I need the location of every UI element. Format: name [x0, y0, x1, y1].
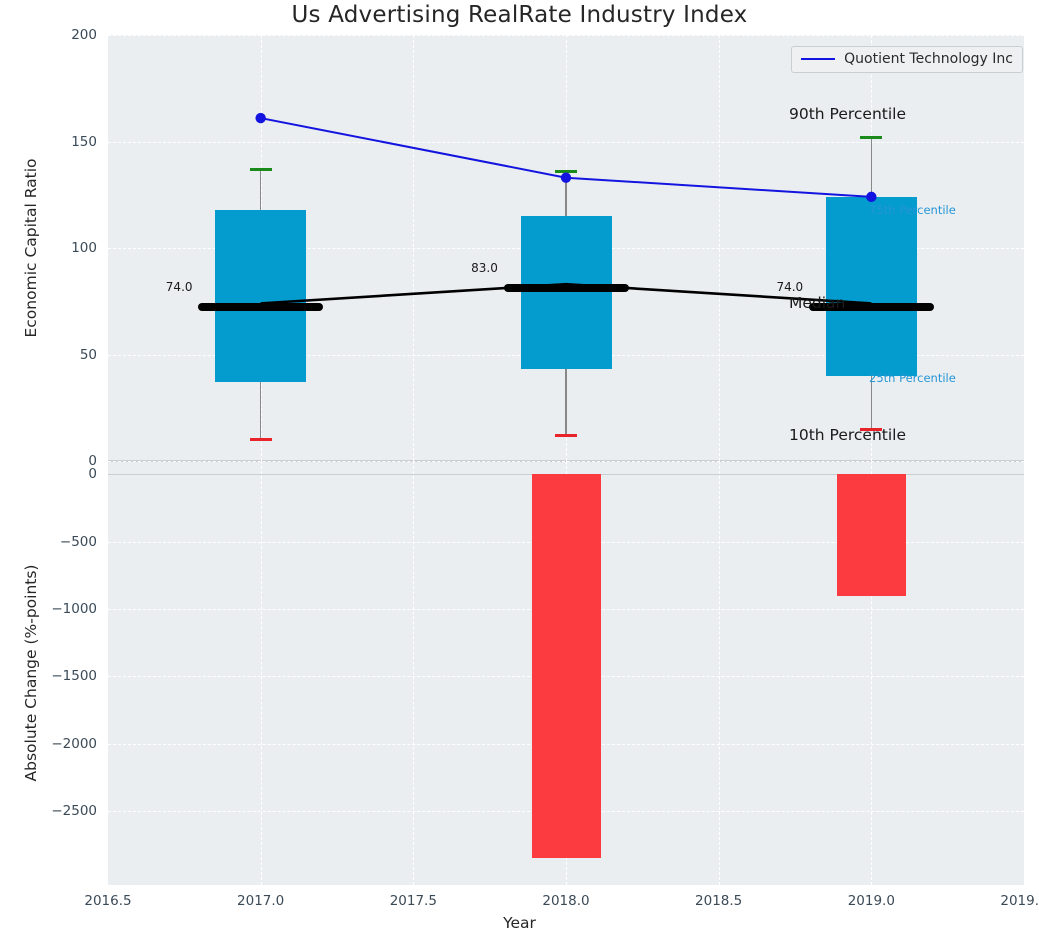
y-tick-label: −2500 — [51, 802, 97, 819]
box-iqr — [825, 196, 917, 376]
y-tick-label: 0 — [88, 453, 97, 469]
change-bar — [836, 474, 906, 597]
legend-line-swatch — [801, 58, 836, 60]
legend-label: Quotient Technology Inc — [844, 51, 1013, 67]
gridline-vertical — [413, 35, 415, 461]
whisker-cap-p10 — [249, 438, 272, 442]
median-value-label: 74.0 — [165, 280, 193, 295]
x-tick-label: 2018.0 — [542, 893, 590, 909]
whisker-cap-p90 — [249, 167, 272, 171]
y-tick-label: 100 — [71, 240, 97, 256]
y-tick-label: −2000 — [51, 735, 97, 752]
median-marker — [503, 284, 629, 293]
gridline-vertical — [718, 35, 720, 461]
median-marker — [808, 303, 934, 312]
y-tick-label: 50 — [79, 346, 97, 363]
box-iqr — [215, 209, 307, 383]
whisker-cap-p90 — [860, 135, 883, 139]
median-value-label: 83.0 — [471, 261, 498, 276]
y-tick-label: 200 — [71, 27, 97, 43]
x-axis-title: Year — [503, 914, 536, 932]
x-tick-label: 2017.0 — [237, 893, 285, 909]
annotation-25th-percentile: 25th Percentile — [869, 370, 956, 385]
whisker-cap-p10 — [555, 433, 577, 437]
annotation-10th-percentile: 10th Percentile — [789, 426, 907, 445]
x-tick-label: 2019.0 — [847, 893, 895, 909]
y-axis-title-top: Economic Capital Ratio — [22, 158, 40, 338]
x-tick-label: 2018.5 — [695, 893, 743, 909]
whisker-cap-p10 — [860, 427, 883, 431]
y-axis-title-bottom: Absolute Change (%-points) — [22, 564, 40, 782]
gridline-vertical — [260, 461, 262, 885]
annotation-90th-percentile: 90th Percentile — [789, 104, 907, 123]
box-iqr — [520, 216, 612, 370]
x-tick-label: 2017.5 — [389, 893, 437, 909]
median-marker — [198, 303, 324, 312]
y-tick-label: −1000 — [51, 601, 97, 618]
gridline-vertical — [871, 461, 873, 885]
median-value-label: 74.0 — [776, 280, 804, 295]
x-tick-label: 2019.5 — [1000, 893, 1039, 909]
annotation-75th-percentile: 75th Percentile — [869, 202, 956, 217]
y-tick-label: −1500 — [51, 668, 97, 685]
gridline-vertical — [718, 461, 720, 885]
legend[interactable]: Quotient Technology Inc — [791, 46, 1023, 73]
annotation-median: Median — [789, 294, 846, 313]
y-tick-label: −500 — [59, 533, 97, 550]
whisker-cap-p90 — [555, 169, 577, 173]
y-tick-label: 150 — [71, 133, 97, 150]
change-bar — [531, 474, 601, 859]
y-tick-label: 0 — [88, 466, 97, 483]
chart-title: Us Advertising RealRate Industry Index — [291, 2, 748, 28]
x-tick-label: 2016.5 — [84, 893, 132, 909]
gridline-vertical — [413, 461, 415, 885]
